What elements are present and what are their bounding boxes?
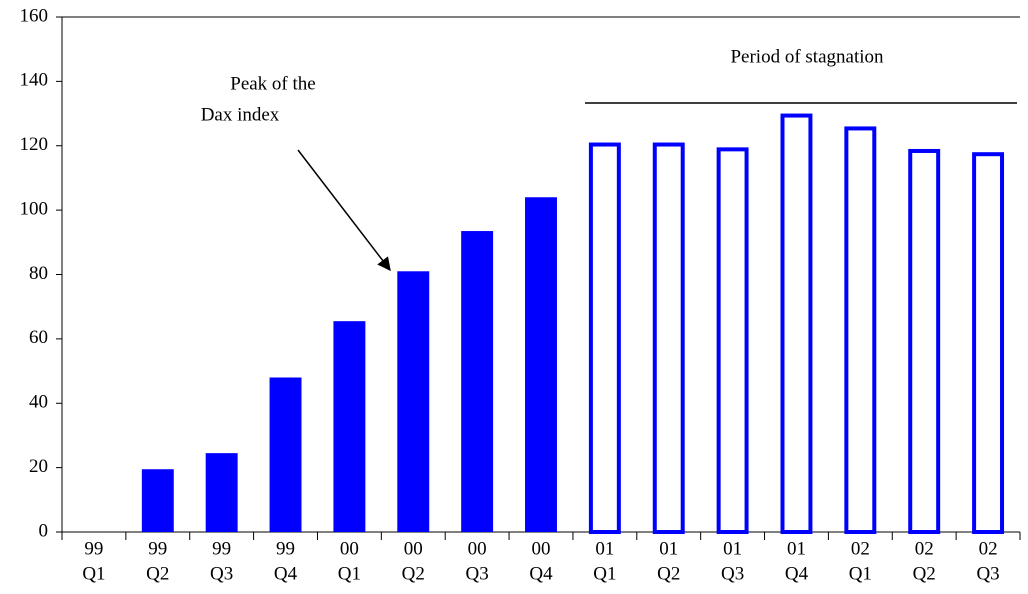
bar bbox=[525, 197, 557, 532]
x-tick-label: Q2 bbox=[402, 563, 425, 584]
x-tick-label: 01 bbox=[595, 538, 614, 559]
bar bbox=[972, 152, 1005, 534]
y-tick-label: 120 bbox=[20, 134, 49, 155]
x-tick-label: Q3 bbox=[466, 563, 489, 584]
bar bbox=[844, 126, 877, 534]
bar bbox=[588, 142, 621, 534]
y-tick-label: 60 bbox=[29, 327, 48, 348]
x-tick-label: 00 bbox=[532, 538, 551, 559]
bar bbox=[780, 113, 813, 534]
x-tick-label: Q3 bbox=[210, 563, 233, 584]
x-tick-label: 02 bbox=[851, 538, 870, 559]
bar bbox=[141, 469, 174, 532]
y-tick-label: 160 bbox=[20, 5, 49, 26]
y-tick-label: 20 bbox=[29, 456, 48, 477]
x-tick-label: 02 bbox=[915, 538, 934, 559]
x-tick-label: Q2 bbox=[913, 563, 936, 584]
annotation: Period of stagnation bbox=[730, 46, 884, 67]
bar bbox=[716, 147, 749, 534]
x-tick-label: 00 bbox=[340, 538, 359, 559]
x-tick-label: 00 bbox=[404, 538, 423, 559]
bar bbox=[908, 148, 941, 534]
x-tick-label: 02 bbox=[979, 538, 998, 559]
x-tick-label: Q1 bbox=[82, 563, 105, 584]
bar bbox=[269, 377, 302, 532]
x-tick-label: 99 bbox=[212, 538, 231, 559]
x-tick-label: 01 bbox=[723, 538, 742, 559]
x-tick-label: Q3 bbox=[976, 563, 999, 584]
x-tick-label: Q4 bbox=[785, 563, 809, 584]
bar bbox=[333, 321, 366, 532]
x-tick-label: 00 bbox=[468, 538, 487, 559]
y-tick-label: 0 bbox=[39, 520, 49, 541]
y-tick-label: 80 bbox=[29, 263, 48, 284]
bar bbox=[461, 231, 494, 532]
arrow bbox=[297, 149, 391, 272]
x-tick-label: Q3 bbox=[721, 563, 744, 584]
x-tick-label: 01 bbox=[787, 538, 806, 559]
x-tick-label: Q4 bbox=[274, 563, 298, 584]
y-tick-label: 100 bbox=[20, 198, 49, 219]
x-tick-label: Q2 bbox=[657, 563, 680, 584]
annotation: Peak of the bbox=[230, 73, 315, 94]
x-tick-label: Q1 bbox=[593, 563, 616, 584]
x-tick-label: Q4 bbox=[529, 563, 553, 584]
x-tick-label: 99 bbox=[84, 538, 103, 559]
bar bbox=[205, 453, 238, 532]
bar bbox=[397, 271, 430, 532]
x-tick-label: 01 bbox=[659, 538, 678, 559]
x-tick-label: 99 bbox=[148, 538, 167, 559]
y-tick-label: 140 bbox=[20, 70, 49, 91]
annotation: Dax index bbox=[201, 104, 280, 125]
x-tick-label: Q1 bbox=[338, 563, 361, 584]
bar bbox=[652, 142, 685, 534]
x-tick-label: Q2 bbox=[146, 563, 169, 584]
y-tick-label: 40 bbox=[29, 392, 48, 413]
x-tick-label: 99 bbox=[276, 538, 295, 559]
x-tick-label: Q1 bbox=[849, 563, 872, 584]
